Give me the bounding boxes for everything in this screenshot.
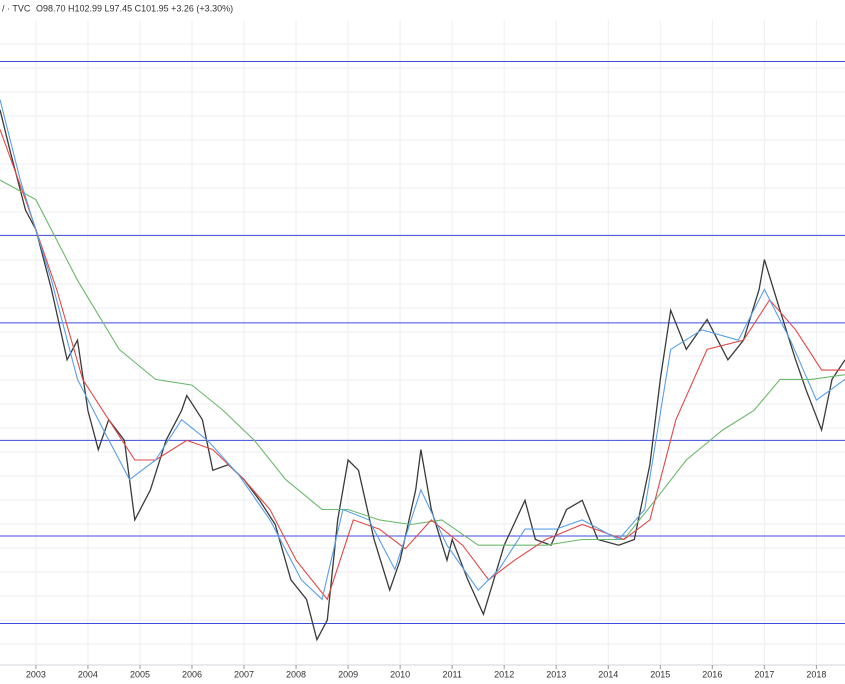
x-tick-label: 2016	[702, 669, 722, 679]
x-tick-label: 2011	[442, 669, 461, 679]
x-tick-label: 2015	[650, 669, 670, 679]
x-tick-label: 2004	[78, 669, 98, 679]
x-tick-label: 2017	[754, 669, 774, 679]
x-tick-label: 2018	[806, 669, 826, 679]
x-tick-label: 2006	[182, 669, 202, 679]
ohlc: O98.70 H102.99 L97.45 C101.95 +3.26 (+3.…	[36, 3, 233, 13]
x-tick-label: 2014	[598, 669, 618, 679]
price-line	[0, 179, 845, 546]
x-tick-label: 2005	[130, 669, 150, 679]
x-tick-label: 2007	[234, 669, 254, 679]
symbol: / · TVC	[2, 3, 31, 13]
x-tick-label: 2013	[546, 669, 566, 679]
x-tick-label: 2012	[494, 669, 514, 679]
price-line	[0, 99, 845, 601]
x-tick-label: 2010	[390, 669, 410, 679]
horizontal-grid	[0, 43, 845, 645]
price-line	[0, 129, 845, 601]
x-tick-label: 2009	[338, 669, 358, 679]
x-tick-label: 2003	[26, 669, 46, 679]
x-tick-label: 2008	[286, 669, 306, 679]
